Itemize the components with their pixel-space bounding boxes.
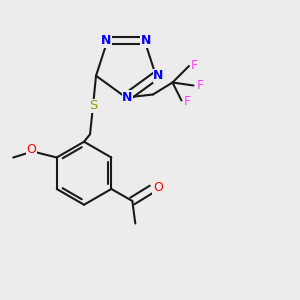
Text: N: N — [122, 91, 133, 104]
Text: N: N — [153, 69, 164, 82]
Text: N: N — [141, 34, 151, 47]
Text: O: O — [153, 181, 163, 194]
Text: N: N — [101, 34, 111, 47]
Text: F: F — [196, 79, 204, 92]
Text: F: F — [183, 94, 190, 108]
Text: F: F — [191, 59, 198, 73]
Text: S: S — [89, 99, 97, 112]
Text: O: O — [26, 143, 36, 157]
